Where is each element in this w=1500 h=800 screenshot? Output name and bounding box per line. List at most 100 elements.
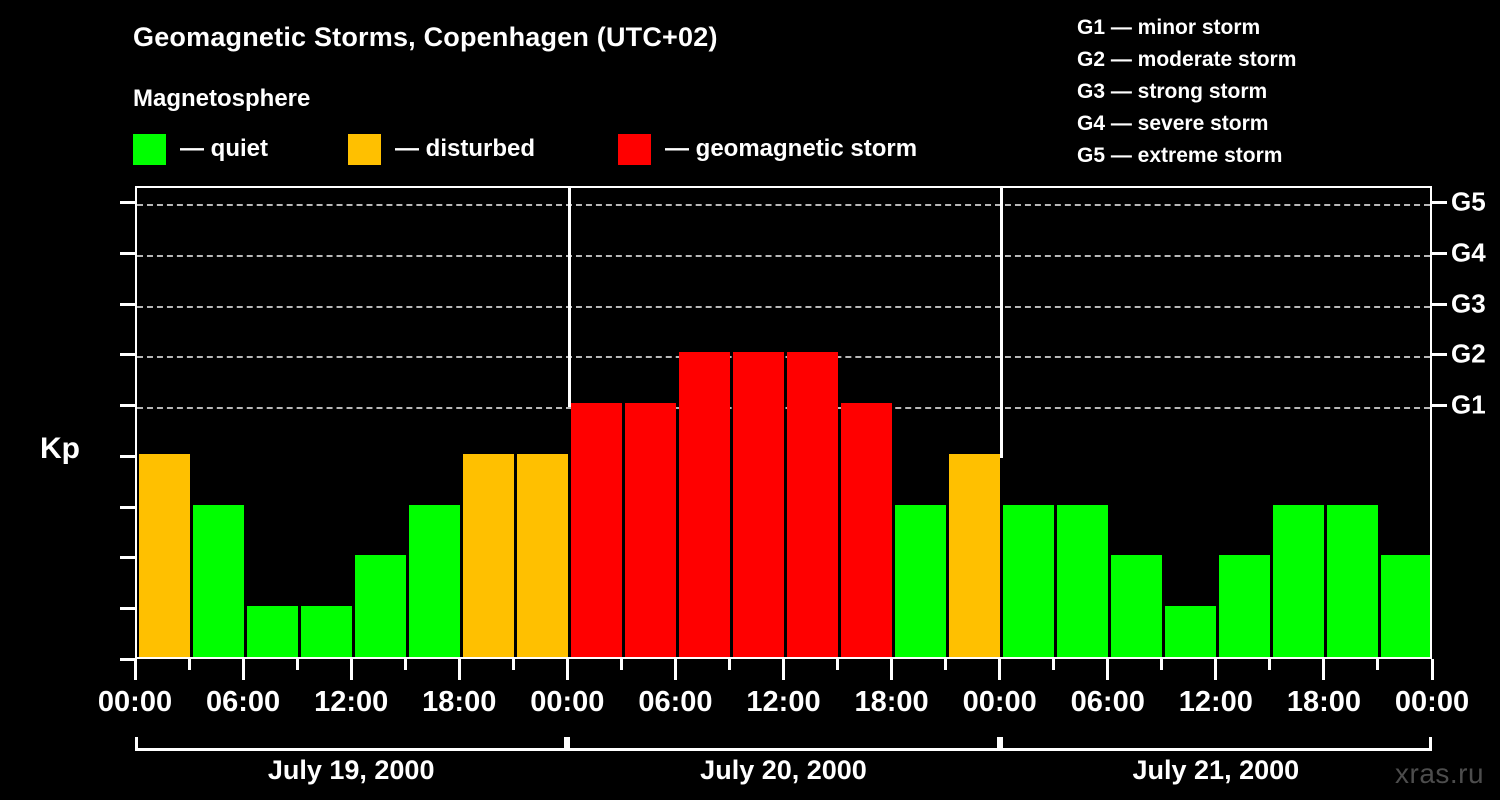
bar[interactable] (787, 352, 839, 657)
section-label: Magnetosphere (133, 85, 311, 112)
bar[interactable] (408, 504, 460, 657)
g-axis-tick-label-g5: G5 (1451, 186, 1486, 217)
day-divider-2 (1000, 188, 1004, 458)
gscale-legend-item-g2: G2 — moderate storm (1077, 48, 1297, 71)
g-axis-tick-mark (1432, 404, 1447, 408)
x-axis-tick-major (673, 659, 677, 680)
y-axis-tick-mark (120, 251, 135, 255)
bar[interactable] (138, 453, 190, 657)
x-axis-tick-major (1214, 659, 1218, 680)
bar[interactable] (1219, 555, 1271, 657)
g-axis-tick-mark (1432, 353, 1447, 357)
x-axis-tick-label: 06:00 (638, 686, 713, 718)
day-divider-1 (567, 188, 571, 408)
gscale-legend-item-g1: G1 — minor storm (1077, 16, 1261, 39)
watermark: xras.ru (1395, 758, 1485, 789)
y-axis-tick-mark (120, 658, 135, 661)
gridline-kp-9 (137, 204, 1430, 206)
gridline-kp-7 (137, 305, 1430, 308)
x-axis-tick-minor (1268, 659, 1272, 670)
x-axis-tick-label: 00:00 (1394, 686, 1470, 718)
gscale-legend: G1 — minor storm G2 — moderate storm G3 — … (1077, 12, 1296, 172)
x-axis-tick-label: 18:00 (854, 686, 929, 718)
g-axis-tick-mark (1432, 302, 1447, 306)
bar[interactable] (300, 606, 352, 657)
y-axis-tick-mark (120, 201, 135, 204)
legend-entry-storm: — geomagnetic storm (618, 133, 917, 165)
g-axis-tick-label-g4: G4 (1451, 237, 1486, 268)
y-axis-tick-mark (120, 607, 135, 611)
bar[interactable] (246, 606, 298, 657)
x-axis-tick-minor (944, 659, 948, 670)
x-axis-tick-major (1430, 659, 1434, 680)
x-axis-tick-label: 12:00 (746, 686, 821, 718)
day-band-label: July 19, 2000 (267, 755, 435, 785)
bar[interactable] (462, 453, 514, 657)
bar[interactable] (1327, 504, 1379, 657)
x-axis-tick-label: 18:00 (1286, 686, 1361, 718)
bar[interactable] (354, 555, 406, 657)
x-axis-tick-minor (295, 659, 299, 670)
legend-swatch-disturbed-icon (348, 133, 381, 165)
g-axis-tick-mark (1432, 251, 1447, 255)
y-axis-tick-mark (120, 353, 135, 357)
x-axis-tick-label: 06:00 (205, 686, 281, 718)
legend-swatch-storm-icon (618, 133, 651, 165)
bar[interactable] (1003, 504, 1055, 657)
gscale-legend-item-g5: G5 — extreme storm (1077, 144, 1283, 167)
x-axis-tick-minor (187, 659, 191, 670)
y-axis-tick-mark (120, 404, 135, 408)
legend-entry-quiet: — quiet (133, 133, 268, 165)
gridline-kp-8 (137, 254, 1430, 257)
page-title: Geomagnetic Storms, Copenhagen (UTC+02) (133, 22, 718, 52)
y-axis-tick-mark (120, 505, 135, 509)
x-axis-tick-minor (619, 659, 623, 670)
x-axis-tick-minor (836, 659, 840, 670)
day-band-label: July 21, 2000 (1132, 755, 1300, 785)
x-axis-tick-major (782, 659, 785, 680)
x-axis-tick-major (1106, 659, 1110, 680)
gscale-legend-item-g4: G4 — severe storm (1077, 112, 1269, 135)
x-axis-tick-minor (511, 659, 515, 670)
x-axis-tick-label: 06:00 (1070, 686, 1145, 718)
bar[interactable] (570, 403, 622, 657)
bar[interactable] (1273, 504, 1325, 657)
day-band-bracket (567, 737, 1000, 751)
bar[interactable] (949, 453, 1001, 657)
bar[interactable] (895, 504, 947, 657)
bar[interactable] (1381, 555, 1430, 657)
bar[interactable] (192, 504, 244, 657)
bar[interactable] (1057, 504, 1109, 657)
x-axis-tick-major (998, 659, 1002, 680)
bar[interactable] (1165, 606, 1217, 657)
x-axis-tick-major (349, 659, 353, 680)
bar[interactable] (732, 352, 784, 657)
bar[interactable] (516, 453, 568, 657)
bar[interactable] (624, 403, 676, 657)
bar[interactable] (841, 403, 893, 657)
x-axis-tick-major (565, 659, 569, 680)
g-axis-tick-label-g3: G3 (1451, 288, 1486, 319)
y-axis-tick-mark (120, 454, 135, 458)
legend-label: — geomagnetic storm (665, 135, 918, 162)
g-axis-tick-mark (1432, 201, 1447, 204)
g-axis-tick-label-g1: G1 (1451, 389, 1486, 420)
x-axis-tick-minor (1160, 659, 1164, 670)
plot-area (135, 186, 1432, 659)
x-axis-tick-minor (727, 659, 731, 670)
bar[interactable] (678, 352, 730, 657)
legend-entry-disturbed: — disturbed (348, 133, 535, 165)
x-axis-tick-label: 12:00 (314, 686, 389, 718)
x-axis-tick-major (241, 659, 245, 680)
legend-label: — quiet (180, 135, 268, 162)
day-band-bracket (135, 737, 568, 751)
x-axis-tick-major (457, 659, 461, 680)
day-band-label: July 20, 2000 (700, 755, 867, 785)
legend-label: — disturbed (395, 135, 536, 162)
x-axis-tick-label: 00:00 (97, 686, 173, 718)
legend-swatch-quiet-icon (133, 133, 166, 165)
x-axis-tick-minor (1376, 659, 1380, 670)
g-axis-tick-label-g2: G2 (1451, 338, 1486, 369)
bar[interactable] (1111, 555, 1163, 657)
x-axis-tick-label: 00:00 (530, 686, 605, 718)
